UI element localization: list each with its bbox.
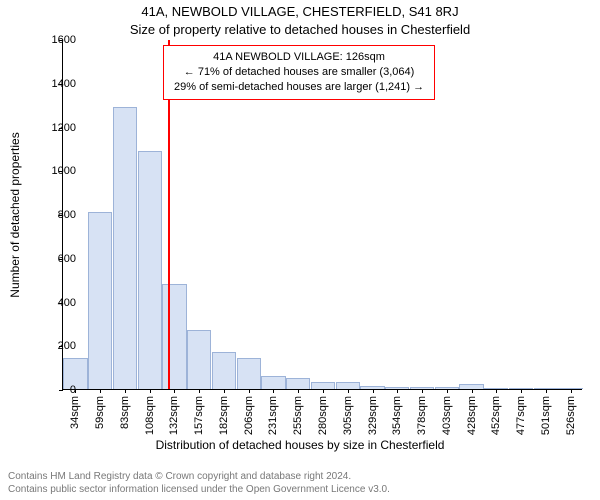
x-tick-label: 280sqm (317, 396, 329, 435)
x-tick-mark (447, 389, 448, 393)
x-tick-label: 305sqm (342, 396, 354, 435)
x-tick-label: 255sqm (292, 396, 304, 435)
x-tick-label: 452sqm (490, 396, 502, 435)
y-tick-label: 0 (26, 384, 76, 396)
x-tick-mark (100, 389, 101, 393)
histogram-bar (113, 107, 137, 389)
callout-box: 41A NEWBOLD VILLAGE: 126sqm← 71% of deta… (163, 45, 435, 100)
chart-title: Size of property relative to detached ho… (0, 22, 600, 37)
x-tick-label: 329sqm (367, 396, 379, 435)
histogram-bar (138, 151, 162, 389)
plot-area: 34sqm59sqm83sqm108sqm132sqm157sqm182sqm2… (62, 40, 582, 390)
chart-supertitle: 41A, NEWBOLD VILLAGE, CHESTERFIELD, S41 … (0, 4, 600, 19)
y-tick-label: 400 (26, 297, 76, 309)
x-tick-label: 354sqm (391, 396, 403, 435)
y-tick-label: 200 (26, 340, 76, 352)
footer-line-1: Contains HM Land Registry data © Crown c… (8, 471, 390, 484)
x-tick-mark (546, 389, 547, 393)
x-tick-mark (496, 389, 497, 393)
x-tick-label: 501sqm (540, 396, 552, 435)
footer-line-2: Contains public sector information licen… (8, 484, 390, 497)
x-tick-label: 477sqm (515, 396, 527, 435)
x-tick-mark (397, 389, 398, 393)
y-tick-label: 1000 (26, 165, 76, 177)
x-tick-label: 59sqm (94, 396, 106, 429)
histogram-bar (237, 358, 261, 389)
histogram-bar (88, 212, 112, 389)
x-tick-mark (323, 389, 324, 393)
x-tick-mark (273, 389, 274, 393)
x-tick-label: 182sqm (218, 396, 230, 435)
y-tick-label: 1600 (26, 34, 76, 46)
x-tick-mark (249, 389, 250, 393)
x-tick-label: 83sqm (119, 396, 131, 429)
x-tick-label: 231sqm (267, 396, 279, 435)
x-tick-mark (199, 389, 200, 393)
x-tick-mark (373, 389, 374, 393)
histogram-bar (212, 352, 236, 389)
x-tick-mark (224, 389, 225, 393)
histogram-bar (162, 284, 186, 389)
footer-attribution: Contains HM Land Registry data © Crown c… (8, 471, 390, 496)
x-tick-label: 34sqm (69, 396, 81, 429)
x-axis-label: Distribution of detached houses by size … (0, 438, 600, 452)
x-tick-mark (571, 389, 572, 393)
x-tick-mark (521, 389, 522, 393)
x-tick-label: 157sqm (193, 396, 205, 435)
x-tick-label: 403sqm (441, 396, 453, 435)
x-tick-label: 132sqm (168, 396, 180, 435)
callout-line: 29% of semi-detached houses are larger (… (174, 80, 424, 95)
x-tick-mark (348, 389, 349, 393)
histogram-bar (286, 378, 310, 389)
x-tick-label: 206sqm (243, 396, 255, 435)
y-axis-label: Number of detached properties (8, 132, 22, 297)
histogram-bar (261, 376, 285, 389)
x-tick-mark (150, 389, 151, 393)
histogram-bar (187, 330, 211, 389)
x-tick-mark (472, 389, 473, 393)
y-tick-label: 800 (26, 209, 76, 221)
x-tick-mark (298, 389, 299, 393)
x-tick-label: 428sqm (466, 396, 478, 435)
x-tick-mark (174, 389, 175, 393)
callout-line: 41A NEWBOLD VILLAGE: 126sqm (174, 50, 424, 65)
chart-container: 41A, NEWBOLD VILLAGE, CHESTERFIELD, S41 … (0, 0, 600, 500)
x-tick-label: 378sqm (416, 396, 428, 435)
x-tick-label: 526sqm (565, 396, 577, 435)
y-tick-label: 1200 (26, 122, 76, 134)
y-tick-label: 600 (26, 253, 76, 265)
callout-line: ← 71% of detached houses are smaller (3,… (174, 65, 424, 80)
x-tick-mark (125, 389, 126, 393)
x-tick-mark (422, 389, 423, 393)
x-tick-label: 108sqm (144, 396, 156, 435)
y-tick-label: 1400 (26, 78, 76, 90)
